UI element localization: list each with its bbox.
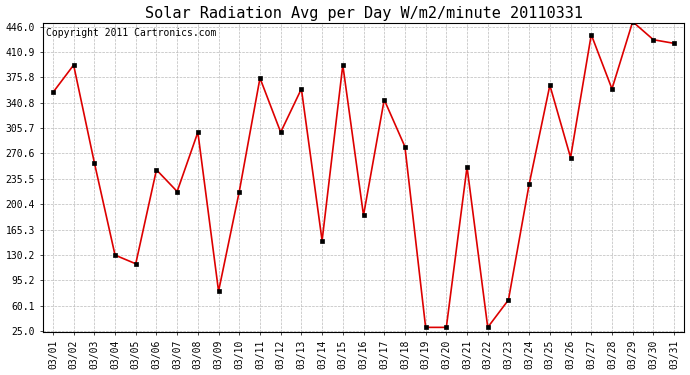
Title: Solar Radiation Avg per Day W/m2/minute 20110331: Solar Radiation Avg per Day W/m2/minute …: [144, 6, 582, 21]
Text: Copyright 2011 Cartronics.com: Copyright 2011 Cartronics.com: [46, 28, 216, 38]
